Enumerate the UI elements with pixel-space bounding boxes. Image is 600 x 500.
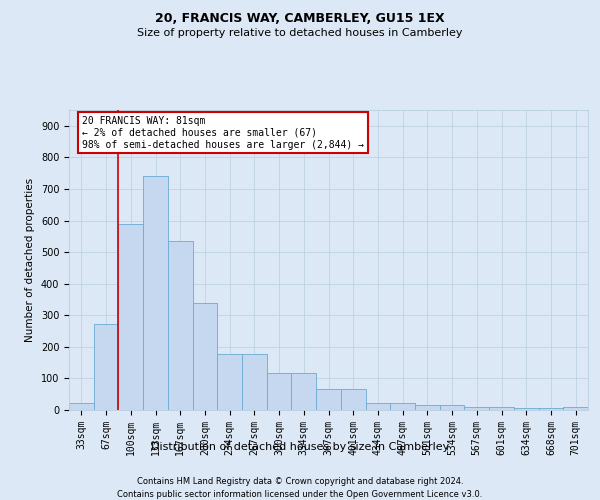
Bar (489, 407, 514, 410)
Bar (365, 403, 390, 410)
Bar (440, 406, 464, 410)
Bar (267, 372, 292, 410)
Bar (217, 354, 242, 410)
Text: 20 FRANCIS WAY: 81sqm
← 2% of detached houses are smaller (67)
98% of semi-detac: 20 FRANCIS WAY: 81sqm ← 2% of detached h… (82, 116, 364, 150)
Text: Contains HM Land Registry data © Crown copyright and database right 2024.: Contains HM Land Registry data © Crown c… (137, 478, 463, 486)
Bar (390, 403, 415, 410)
Bar (292, 372, 316, 410)
Y-axis label: Number of detached properties: Number of detached properties (25, 178, 35, 342)
Bar (193, 302, 217, 410)
Bar (539, 408, 563, 410)
Text: Distribution of detached houses by size in Camberley: Distribution of detached houses by size … (151, 442, 449, 452)
Text: 20, FRANCIS WAY, CAMBERLEY, GU15 1EX: 20, FRANCIS WAY, CAMBERLEY, GU15 1EX (155, 12, 445, 26)
Text: Size of property relative to detached houses in Camberley: Size of property relative to detached ho… (137, 28, 463, 38)
Bar (415, 406, 440, 410)
Bar (316, 389, 341, 410)
Bar (118, 224, 143, 410)
Bar (168, 241, 193, 410)
Text: Contains public sector information licensed under the Open Government Licence v3: Contains public sector information licen… (118, 490, 482, 499)
Bar (514, 408, 539, 410)
Bar (464, 407, 489, 410)
Bar (69, 403, 94, 410)
Bar (341, 389, 365, 410)
Bar (242, 354, 267, 410)
Bar (94, 324, 118, 410)
Bar (563, 408, 588, 410)
Bar (143, 176, 168, 410)
